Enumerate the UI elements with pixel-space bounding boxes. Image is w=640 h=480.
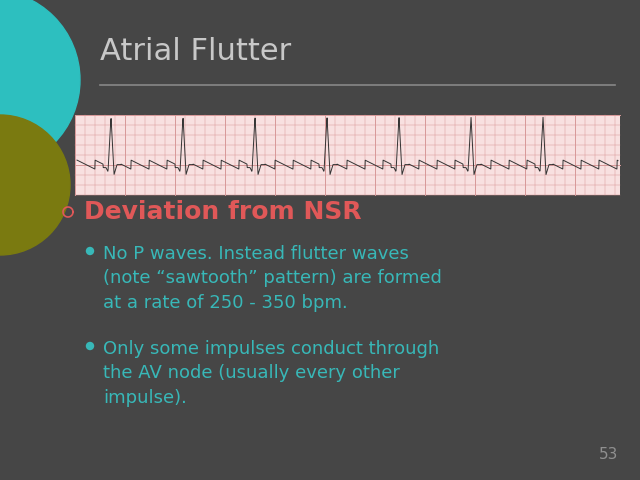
Circle shape [0, 115, 70, 255]
FancyBboxPatch shape [75, 115, 620, 195]
Text: No P waves. Instead flutter waves
(note “sawtooth” pattern) are formed
at a rate: No P waves. Instead flutter waves (note … [103, 245, 442, 312]
Text: Atrial Flutter: Atrial Flutter [100, 37, 291, 67]
Circle shape [0, 0, 80, 170]
Text: Only some impulses conduct through
the AV node (usually every other
impulse).: Only some impulses conduct through the A… [103, 340, 439, 407]
Text: 53: 53 [598, 447, 618, 462]
Circle shape [86, 248, 93, 254]
Circle shape [86, 343, 93, 349]
Text: Deviation from NSR: Deviation from NSR [84, 200, 362, 224]
